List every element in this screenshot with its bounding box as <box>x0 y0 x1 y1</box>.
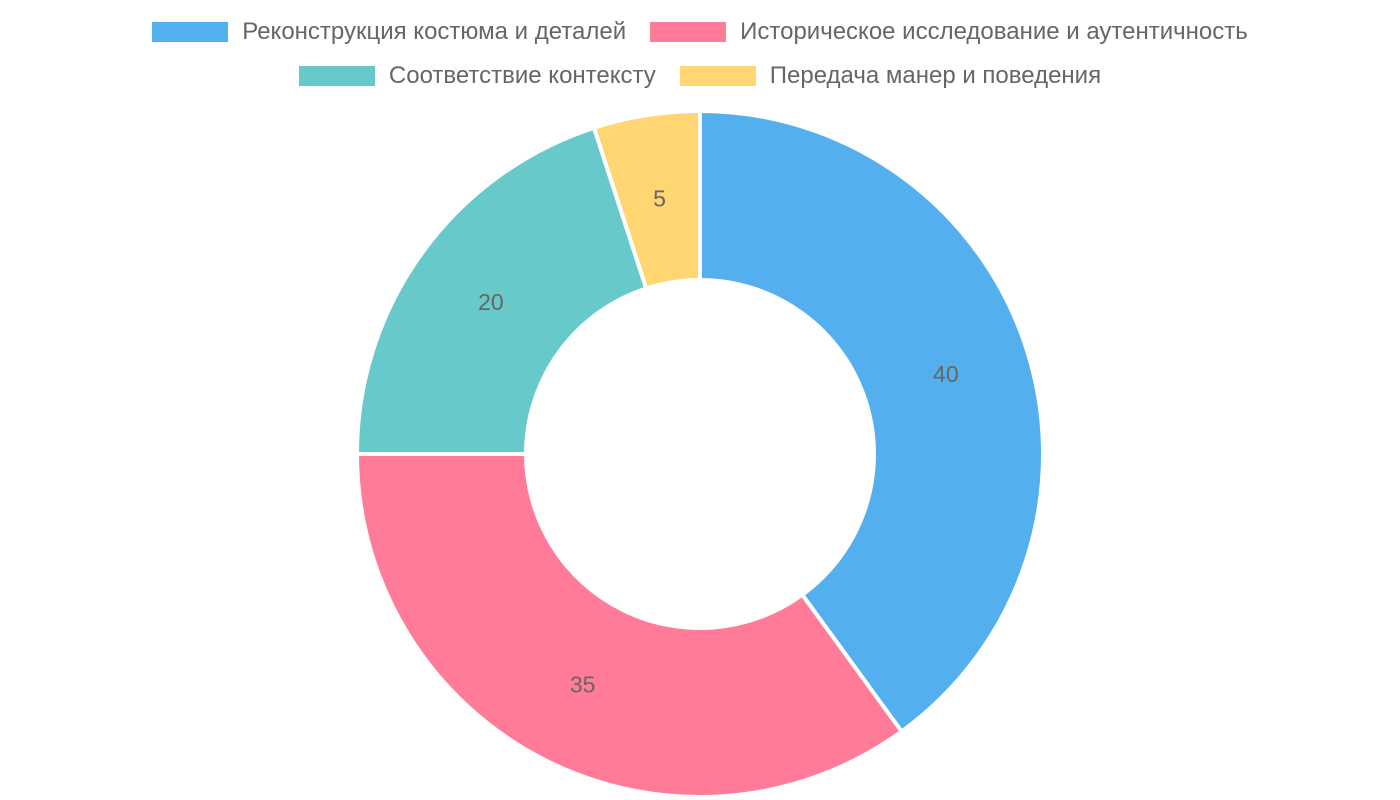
legend-row: Реконструкция костюма и деталей Историче… <box>0 17 1400 47</box>
slice-context[interactable] <box>354 125 649 456</box>
slice-value-label: 35 <box>570 671 596 697</box>
legend-label: Реконструкция костюма и деталей <box>242 18 627 45</box>
legend-swatch <box>152 22 229 42</box>
legend-label: Передача манер и поведения <box>769 62 1102 89</box>
legend-label: Соответствие контексту <box>388 62 656 89</box>
legend-swatch <box>679 66 756 86</box>
legend-item-research[interactable]: Историческое исследование и аутентичност… <box>650 18 1248 46</box>
legend-swatch <box>298 66 375 86</box>
slice-costume[interactable] <box>698 108 1045 735</box>
legend-item-manners[interactable]: Передача манер и поведения <box>679 62 1102 90</box>
slice-value-label: 40 <box>933 361 959 387</box>
slice-manners[interactable] <box>591 108 702 292</box>
legend-item-context[interactable]: Соответствие контексту <box>298 62 656 90</box>
legend-row: Соответствие контексту Передача манер и … <box>0 61 1400 91</box>
legend-label: Историческое исследование и аутентичност… <box>740 18 1248 45</box>
legend-swatch <box>650 22 727 42</box>
slice-research[interactable] <box>354 452 905 799</box>
slice-value-label: 20 <box>478 289 504 315</box>
legend-item-costume[interactable]: Реконструкция костюма и деталей <box>152 18 626 46</box>
slice-value-label: 5 <box>653 186 666 212</box>
